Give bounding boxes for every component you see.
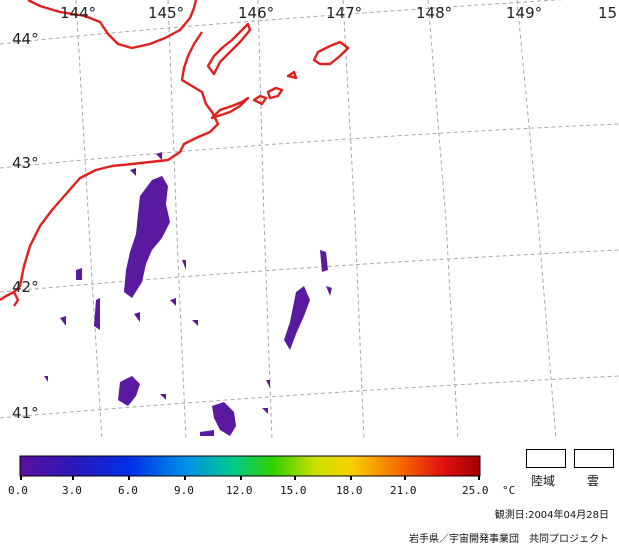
colorbar [19, 455, 481, 477]
colorbar-tick-0: 0.0 [8, 484, 28, 497]
sst-patch-south-c [200, 430, 214, 436]
sst-patch-w6 [44, 376, 48, 382]
meridian-148 [427, 0, 459, 441]
colorbar-tick-9: 9.0 [174, 484, 194, 497]
lon-label-147: 147° [326, 4, 362, 22]
project-credit: 岩手県／宇宙開発事業団 共同プロジェクト [409, 534, 609, 545]
parallel-42 [0, 249, 619, 293]
parallel-44 [0, 0, 564, 45]
sst-patch-w9 [262, 408, 268, 414]
lon-label-145: 145° [148, 4, 184, 22]
lon-label-150: 15 [598, 4, 617, 22]
coastline [0, 0, 350, 307]
sst-patch-south-a [118, 376, 140, 406]
etorofu-island [312, 40, 350, 66]
colorbar-tick-18: 18.0 [336, 484, 363, 497]
hokkaido-north-coast [27, 0, 198, 50]
colorbar-tick-25: 25.0 [462, 484, 489, 497]
meridian-149 [516, 0, 557, 441]
sst-patch-small-a [130, 168, 136, 176]
lat-label-44: 44° [12, 30, 39, 48]
parallel-41 [0, 375, 619, 419]
sst-patch-east [284, 286, 310, 350]
parallel-43 [0, 123, 619, 169]
lon-label-146: 146° [238, 4, 274, 22]
kunashiri-island [210, 96, 250, 120]
lat-label-43: 43° [12, 154, 39, 172]
habomai-islands [266, 86, 284, 100]
shiretoko-peninsula [206, 22, 252, 76]
sst-patch-w8 [266, 380, 270, 388]
lat-label-41: 41° [12, 404, 39, 422]
sst-patch-small-b [156, 152, 162, 160]
meridian-147 [342, 0, 365, 441]
lon-labels: 144° 145° 146° 147° 148° 149° 15 [60, 4, 617, 22]
southern-tip [12, 291, 20, 307]
lon-label-149: 149° [506, 4, 542, 22]
lat-label-42: 42° [12, 278, 39, 296]
colorbar-tick-12: 12.0 [226, 484, 253, 497]
meridian-146 [257, 0, 273, 441]
sst-patch-w5 [182, 260, 186, 270]
colorbar-ticks: 0.0 3.0 6.0 9.0 12.0 15.0 18.0 21.0 25.0… [8, 484, 515, 497]
sst-patch-w1 [76, 268, 82, 280]
colorbar-tick-3: 3.0 [62, 484, 82, 497]
colorbar-tick-6: 6.0 [118, 484, 138, 497]
sst-patch-w11 [160, 394, 166, 400]
cloud-swatch [574, 449, 614, 468]
cloud-label: 雲 [587, 474, 600, 488]
meridian-144 [75, 0, 103, 441]
sst-patch-w3 [94, 298, 100, 330]
observation-date: 観測日:2004年04月28日 [494, 510, 609, 521]
colorbar-tick-21: 21.0 [390, 484, 417, 497]
colorbar-tick-marks [20, 476, 480, 480]
graticule [0, 0, 619, 441]
sst-patch-w4 [170, 298, 176, 306]
sst-patch-south-b [212, 402, 236, 436]
sst-patches [44, 152, 332, 436]
hokkaido-east-coast [0, 31, 220, 301]
colorbar-tick-15: 15.0 [280, 484, 307, 497]
shikotan-island [252, 94, 268, 106]
land-label: 陸域 [531, 474, 556, 488]
land-swatch [526, 449, 566, 468]
lon-label-144: 144° [60, 4, 96, 22]
sst-patch-w7 [134, 312, 140, 322]
sst-patch-east-b [320, 250, 328, 272]
sst-patch-w2 [60, 316, 66, 326]
sst-patch-main [124, 176, 170, 298]
colorbar-unit: °C [502, 484, 515, 497]
sst-patch-w10 [326, 286, 332, 296]
meridian-145 [167, 0, 187, 441]
small-island-1 [286, 70, 298, 80]
lon-label-148: 148° [416, 4, 452, 22]
sst-patch-w12 [192, 320, 198, 326]
lat-labels: 44° 43° 42° 41° [12, 30, 39, 422]
